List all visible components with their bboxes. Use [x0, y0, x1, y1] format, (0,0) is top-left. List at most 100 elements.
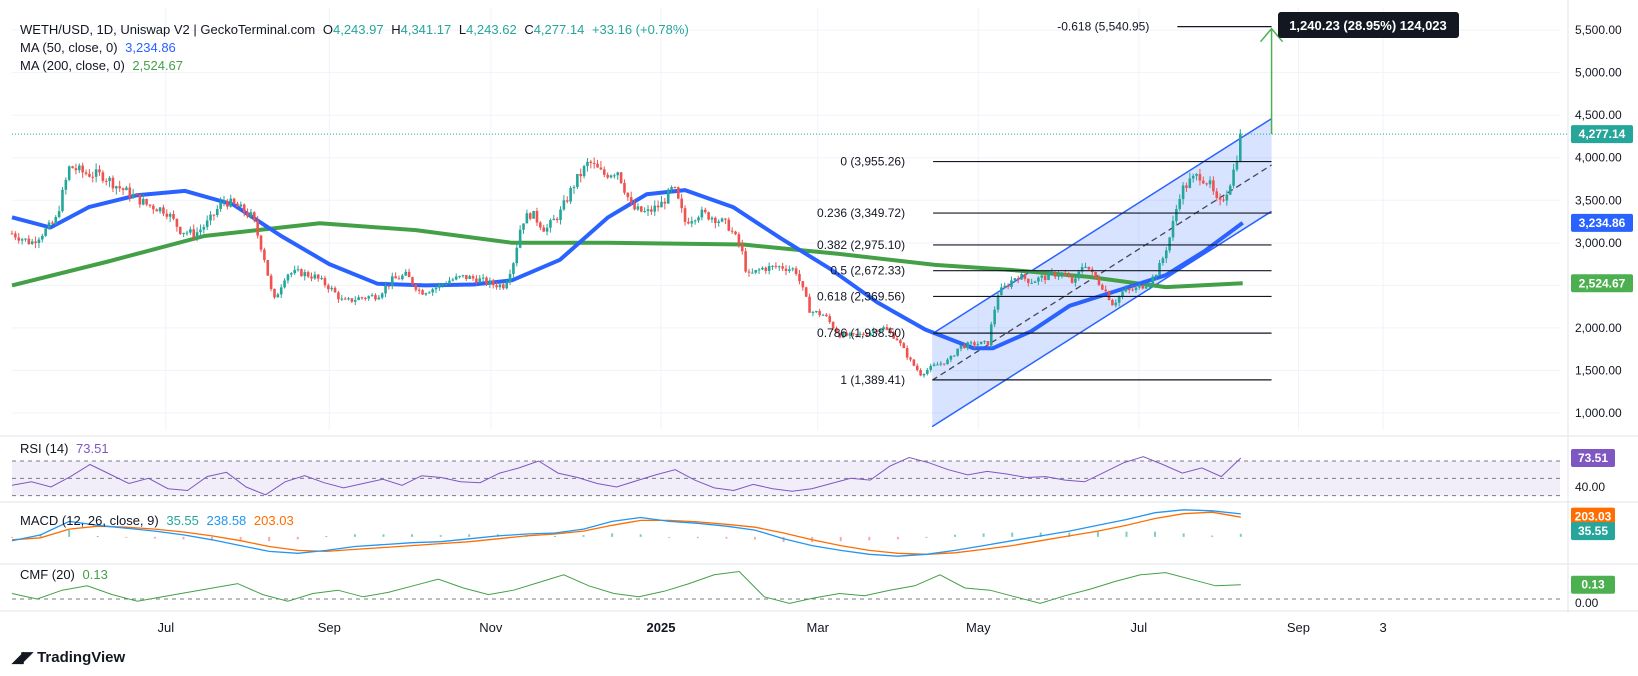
- candle-body: [878, 329, 882, 333]
- time-axis[interactable]: Jul Sep Nov 2025 Mar May Jul Sep 3: [158, 620, 1387, 635]
- candle-body: [643, 211, 646, 213]
- candle-body: [858, 333, 862, 335]
- high-value: 4,341.17: [400, 22, 452, 37]
- candle-body: [636, 206, 640, 210]
- candle-body: [252, 212, 256, 221]
- macd-hist-value: 35.55: [166, 513, 199, 528]
- candle-body: [1094, 271, 1097, 279]
- candle-body: [145, 198, 148, 205]
- candle-body: [952, 355, 956, 357]
- macd-signal-badge: 203.03: [1575, 510, 1612, 524]
- candle-body: [141, 198, 145, 205]
- time-tick-label: Sep: [1287, 620, 1310, 635]
- low-value: 4,243.62: [466, 22, 517, 37]
- candle-body: [703, 209, 707, 213]
- candle-body: [767, 266, 771, 271]
- candle-body: [24, 238, 27, 240]
- candle-body: [67, 166, 71, 180]
- macd-histogram-bar: [1239, 533, 1242, 537]
- candle-body: [1131, 289, 1134, 291]
- low-label: L: [458, 22, 467, 37]
- macd-signal-line: [11, 511, 1241, 555]
- candle-body: [602, 169, 606, 175]
- candle-body: [1117, 296, 1121, 303]
- macd-histogram-bar: [153, 536, 156, 539]
- macd-histogram-bar: [553, 535, 556, 537]
- candle-body: [811, 311, 815, 313]
- macd-histogram-bar: [1182, 533, 1185, 537]
- rsi-legend[interactable]: RSI (14) 73.51: [20, 441, 109, 456]
- candle-body: [740, 243, 744, 252]
- measure-tooltip: 1,240.23 (28.95%) 124,023: [1278, 12, 1459, 38]
- candle-body: [727, 219, 731, 231]
- channel-lower-line: [931, 210, 1272, 428]
- candle-body: [700, 209, 704, 218]
- candle-body: [417, 289, 421, 291]
- time-tick-label: 2025: [647, 620, 676, 635]
- candle-body: [1215, 191, 1219, 198]
- candle-body: [862, 333, 865, 335]
- candle-body: [565, 200, 569, 202]
- candle-body: [61, 189, 64, 212]
- tradingview-logo[interactable]: ◢◤ TradingView: [12, 648, 126, 667]
- candle-body: [333, 287, 337, 293]
- candle-body: [1026, 278, 1030, 283]
- candle-body: [310, 276, 313, 279]
- candle-body: [101, 172, 105, 181]
- price-tick-label: 4,500.00: [1575, 108, 1622, 122]
- candle-body: [380, 293, 384, 298]
- macd-histogram-bar: [982, 533, 985, 537]
- candle-body: [1201, 180, 1205, 184]
- candle-body: [852, 333, 855, 335]
- candle-body: [347, 298, 350, 300]
- candle-body: [1114, 302, 1118, 306]
- candle-body: [394, 276, 397, 279]
- ma50-legend[interactable]: MA (50, close, 0) 3,234.86: [20, 40, 176, 55]
- candle-body: [606, 174, 609, 178]
- candle-body: [946, 359, 949, 365]
- macd-histogram-bar: [353, 534, 356, 537]
- candle-body: [81, 165, 84, 173]
- candle-body: [239, 204, 243, 207]
- measure-arrow[interactable]: [12, 27, 1568, 135]
- candle-body: [431, 289, 434, 293]
- candle-body: [330, 287, 333, 290]
- candle-body: [175, 218, 179, 227]
- time-tick-label: 3: [1379, 620, 1386, 635]
- ma200-value: 2,524.67: [132, 58, 184, 73]
- candle-body: [993, 309, 996, 325]
- candle-body: [697, 217, 700, 221]
- candle-body: [562, 200, 566, 210]
- fibonacci-retracement[interactable]: -0.618 (5,540.95) 0 (3,955.26) 0.236 (3,34…: [817, 20, 1272, 387]
- candle-body: [88, 173, 91, 177]
- candle-body: [1222, 199, 1225, 201]
- candle-body: [761, 267, 764, 270]
- candle-body: [118, 186, 121, 189]
- candle-body: [592, 162, 596, 164]
- candle-body: [454, 276, 458, 280]
- candle-body: [552, 218, 556, 221]
- candle-body: [138, 194, 142, 205]
- candle-body: [976, 344, 980, 346]
- ma200-legend[interactable]: MA (200, close, 0) 2,524.67: [20, 58, 183, 73]
- candle-body: [353, 300, 357, 302]
- candle-body: [374, 295, 377, 300]
- candle-body: [1030, 282, 1033, 284]
- ma200-badge: 2,524.67: [1579, 276, 1626, 290]
- candle-body: [1175, 208, 1178, 222]
- candle-body: [155, 209, 159, 212]
- regression-channel[interactable]: [931, 117, 1272, 428]
- macd-legend[interactable]: MACD (12, 26, close, 9) 35.55 238.58 203…: [20, 513, 294, 528]
- cmf-legend[interactable]: CMF (20) 0.13: [20, 567, 108, 582]
- symbol-title[interactable]: WETH/USD, 1D, Uniswap V2 | GeckoTerminal…: [20, 22, 316, 37]
- candle-body: [929, 365, 933, 370]
- candle-body: [263, 249, 266, 261]
- candle-body: [865, 334, 869, 336]
- price-axis[interactable]: 5,500.00 5,000.00 4,500.00 4,000.00 3,500.00…: [1571, 23, 1633, 420]
- candle-body: [478, 278, 482, 283]
- candle-body: [959, 345, 963, 349]
- candle-body: [34, 241, 37, 244]
- candle-body: [152, 205, 155, 210]
- candle-body: [168, 214, 172, 217]
